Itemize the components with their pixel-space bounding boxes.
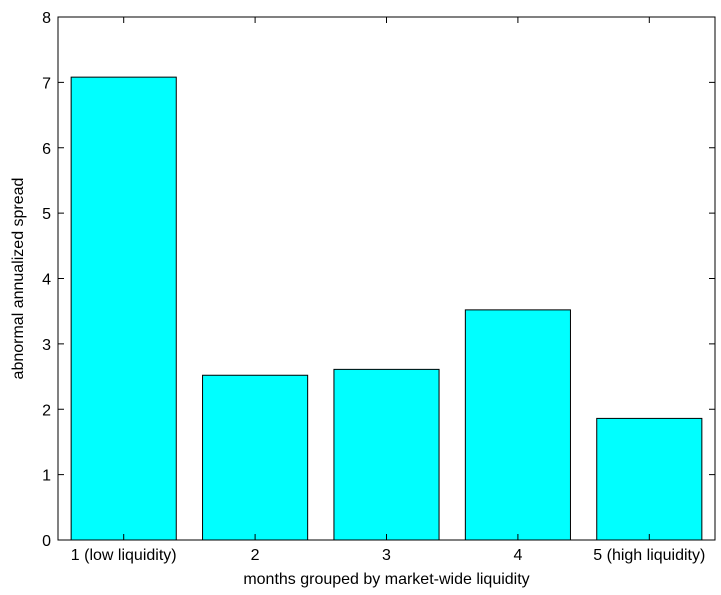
- ticks-layer: [58, 16, 715, 541]
- x-tick-label: 1 (low liquidity): [71, 547, 177, 564]
- bar: [70, 76, 177, 541]
- x-tick-label: 2: [251, 547, 260, 564]
- y-tick-label: 0: [42, 533, 51, 550]
- y-tick-label: 7: [42, 75, 51, 92]
- bar: [202, 374, 309, 541]
- y-axis-label: abnormal annualized spread: [10, 178, 27, 380]
- y-tick-label: 6: [42, 141, 51, 158]
- y-tick-label: 8: [42, 10, 51, 27]
- x-axis-label: months grouped by market-wide liquidity: [243, 571, 529, 588]
- x-tick-label: 4: [513, 547, 522, 564]
- y-tick-label: 5: [42, 206, 51, 223]
- bar: [464, 309, 571, 541]
- bars-layer: [70, 76, 703, 541]
- bar: [333, 368, 440, 541]
- y-tick-label: 2: [42, 402, 51, 419]
- bar: [596, 417, 703, 541]
- x-tick-label: 3: [382, 547, 391, 564]
- y-tick-label: 3: [42, 337, 51, 354]
- y-tick-label: 1: [42, 468, 51, 485]
- y-tick-label: 4: [42, 272, 51, 289]
- x-tick-label: 5 (high liquidity): [593, 547, 705, 564]
- tick-labels-layer: 1 (low liquidity) 2 3 4 5 (high liquidity) 0 1…: [42, 10, 705, 564]
